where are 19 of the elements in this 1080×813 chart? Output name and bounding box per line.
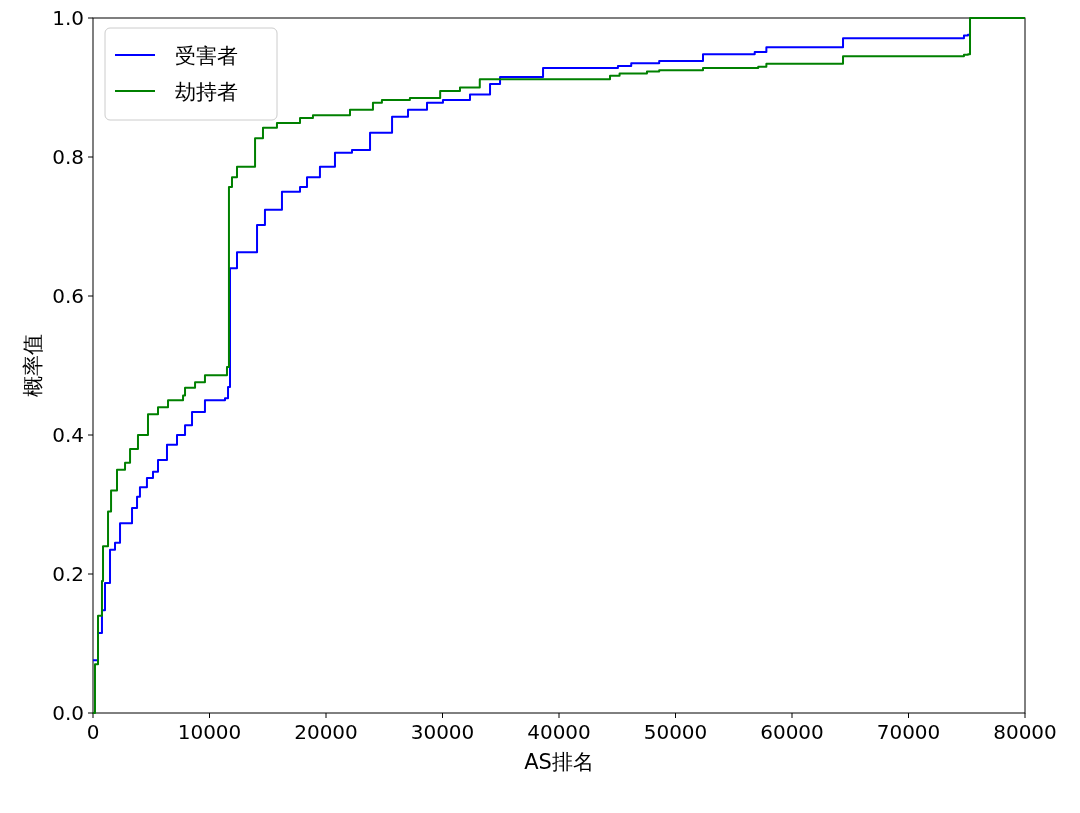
legend-label: 受害者 [175,44,238,68]
x-tick-label: 60000 [760,720,824,744]
x-tick-label: 70000 [876,720,941,744]
x-tick-label: 30000 [410,720,475,744]
x-tick-label: 20000 [294,720,358,744]
y-tick-label: 0.2 [52,562,84,586]
y-tick-label: 0.8 [52,145,84,169]
x-tick-label: 10000 [177,720,242,744]
x-tick-label: 0 [86,720,100,744]
y-tick-label: 0.4 [52,423,84,447]
x-tick-label: 50000 [643,720,708,744]
y-axis-title: 概率值 [21,334,45,397]
y-tick-label: 1.0 [52,6,84,30]
legend-label: 劫持者 [175,80,238,104]
y-tick-label: 0.6 [52,284,84,308]
y-tick-label: 0.0 [52,701,84,725]
x-axis-title: AS排名 [524,750,594,774]
x-tick-label: 40000 [527,720,591,744]
x-tick-label: 80000 [993,720,1057,744]
